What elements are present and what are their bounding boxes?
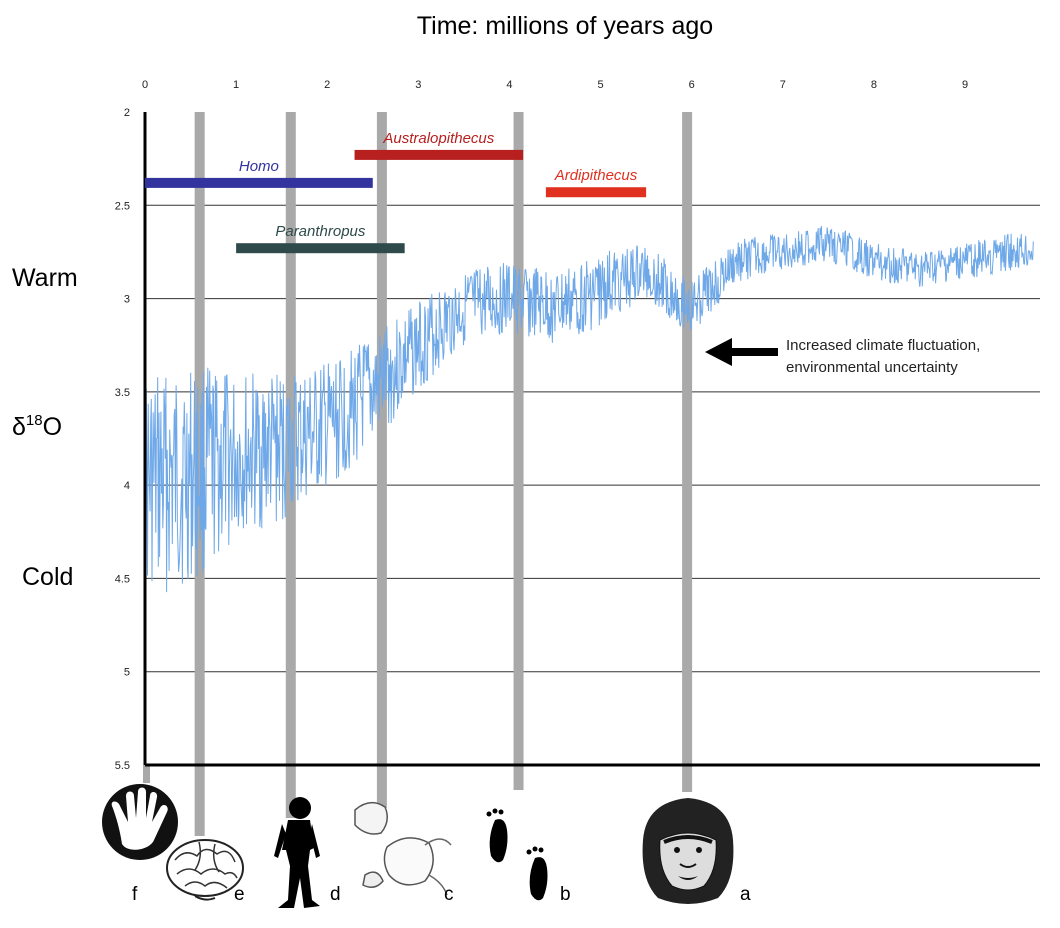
stone-tool-icon	[354, 801, 452, 896]
range-bar-homo	[145, 177, 373, 188]
x-tick-8: 8	[871, 79, 877, 91]
label-c: c	[444, 884, 454, 905]
human-figure-icon	[274, 797, 320, 908]
range-bar-ardipithecus	[545, 187, 647, 198]
range-bar-australopithecus	[354, 149, 524, 160]
cold-label: Cold	[22, 563, 73, 591]
warm-label: Warm	[12, 264, 78, 292]
y-axis-label: δ18O	[12, 412, 62, 441]
y-tick-5-5: 5.5	[115, 760, 130, 772]
y-tick-4: 4	[124, 480, 130, 492]
ape-face-icon	[642, 798, 734, 904]
range-bar-paranthropus	[236, 243, 405, 254]
x-tick-0: 0	[142, 79, 148, 91]
event-band-3	[513, 112, 524, 790]
y-tick-2-5: 2.5	[115, 200, 130, 212]
event-band-4	[682, 112, 693, 792]
annotation-line-1: Increased climate fluctuation,	[786, 337, 980, 354]
event-band-base	[143, 765, 150, 783]
x-tick-4: 4	[506, 79, 512, 91]
x-tick-3: 3	[415, 79, 421, 91]
y-axis-label-sup: 18	[26, 412, 43, 429]
label-f: f	[132, 884, 138, 905]
x-tick-1: 1	[233, 79, 239, 91]
label-d: d	[330, 884, 341, 905]
label-b: b	[560, 884, 571, 905]
x-tick-5: 5	[597, 79, 603, 91]
hand-icon	[102, 784, 178, 860]
range-bar-label-ardipithecus: Ardipithecus	[554, 167, 638, 184]
annotation-line-2: environmental uncertainty	[786, 359, 958, 376]
y-tick-3: 3	[124, 294, 130, 306]
x-tick-labels: 0 1 2 3 4 5 6 7 8 9	[142, 79, 968, 91]
label-e: e	[234, 884, 245, 905]
y-tick-3-5: 3.5	[115, 387, 130, 399]
range-bar-label-paranthropus: Paranthropus	[275, 223, 366, 240]
x-tick-6: 6	[689, 79, 695, 91]
chart-title: Time: millions of years ago	[417, 12, 713, 40]
annotation-arrow	[705, 338, 778, 366]
y-axis-label-o: O	[43, 413, 62, 441]
genus-range-bars: Homo Australopithecus Ardipithecus Paranthr…	[145, 130, 647, 254]
label-a: a	[740, 884, 751, 905]
range-bar-label-australopithecus: Australopithecus	[382, 130, 494, 147]
x-tick-9: 9	[962, 79, 968, 91]
y-tick-4-5: 4.5	[115, 573, 130, 585]
series-line-d18o	[144, 225, 1034, 593]
y-tick-labels: 2 2.5 3 3.5 4 4.5 5 5.5	[115, 107, 130, 772]
y-tick-2: 2	[124, 107, 130, 119]
brain-icon	[166, 839, 244, 901]
range-bar-label-homo: Homo	[239, 158, 279, 175]
y-axis-label-delta: δ	[12, 413, 26, 441]
y-tick-5: 5	[124, 667, 130, 679]
event-band-2	[376, 112, 387, 808]
event-band-0	[194, 112, 205, 836]
x-tick-7: 7	[780, 79, 786, 91]
footprints-icon	[486, 808, 548, 901]
x-tick-2: 2	[324, 79, 330, 91]
